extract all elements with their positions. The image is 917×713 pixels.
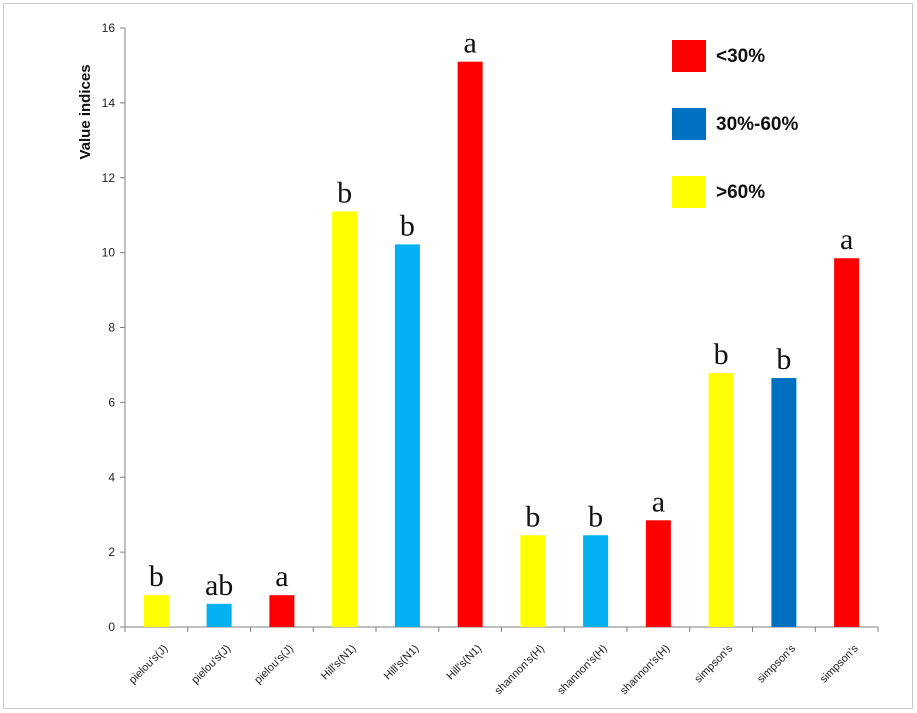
x-tick-label: pielou's(J) <box>252 643 296 687</box>
axes-layer: 0 2 4 6 8 10 12 14 16 <box>102 21 879 634</box>
bar <box>771 378 797 627</box>
x-tick-label: simpson's <box>818 642 861 685</box>
bars-layer <box>143 61 860 628</box>
bar <box>143 595 169 627</box>
y-tick-label: 0 <box>108 620 115 634</box>
x-tick-label: simpson's <box>755 642 798 685</box>
bar <box>645 520 671 627</box>
legend-label: >60% <box>716 182 765 203</box>
significance-label: b <box>714 338 729 371</box>
bar <box>394 244 420 628</box>
legend: <30% 30%-60% >60% <box>672 40 798 208</box>
bar <box>269 595 295 627</box>
x-tick-label: shannon's(H) <box>555 643 610 698</box>
chart-frame <box>3 3 913 709</box>
x-tick-label: shannon's(H) <box>492 643 547 698</box>
significance-label: b <box>337 176 352 209</box>
x-tick-label: Hill's(N1) <box>319 643 359 683</box>
y-tick-label: 12 <box>102 171 116 185</box>
significance-label: b <box>525 500 540 533</box>
significance-label: a <box>840 223 853 256</box>
y-tick-label: 16 <box>102 21 116 35</box>
y-tick-label: 10 <box>102 246 116 260</box>
legend-swatch <box>672 40 706 72</box>
significance-label: a <box>463 27 476 60</box>
y-axis-title: Value indices <box>77 64 94 159</box>
legend-swatch <box>672 176 706 208</box>
legend-label: <30% <box>716 46 765 67</box>
significance-label: ab <box>205 569 233 602</box>
x-tick-label: pielou's(J) <box>190 643 234 687</box>
bar <box>206 603 232 627</box>
bar <box>520 535 546 627</box>
y-tick-label: 4 <box>108 470 115 484</box>
x-tick-label: Hill's(N1) <box>444 643 484 683</box>
significance-label: b <box>400 209 415 242</box>
x-tick-label: shannon's(H) <box>618 643 673 698</box>
y-tick-label: 8 <box>108 321 115 335</box>
significance-label: a <box>275 560 288 593</box>
significance-label: a <box>652 485 665 518</box>
y-tick-label: 2 <box>108 545 115 559</box>
bar <box>834 258 860 627</box>
y-tick-label: 14 <box>102 96 116 110</box>
significance-label: b <box>776 343 791 376</box>
x-tick-label: Hill's(N1) <box>382 643 422 683</box>
x-tick-label: simpson's <box>692 642 735 685</box>
bar <box>583 535 609 627</box>
bar <box>457 61 483 628</box>
legend-swatch <box>672 108 706 140</box>
y-tick-label: 6 <box>108 395 115 409</box>
significance-label: b <box>588 500 603 533</box>
legend-label: 30%-60% <box>716 114 798 135</box>
x-tick-label: pielou's(J) <box>127 643 171 687</box>
significance-label: b <box>149 560 164 593</box>
bar <box>332 211 358 627</box>
bar <box>708 373 734 627</box>
